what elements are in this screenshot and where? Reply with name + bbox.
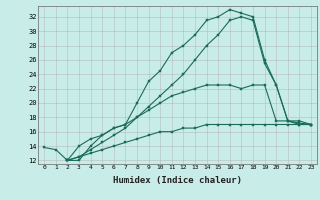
- X-axis label: Humidex (Indice chaleur): Humidex (Indice chaleur): [113, 176, 242, 185]
